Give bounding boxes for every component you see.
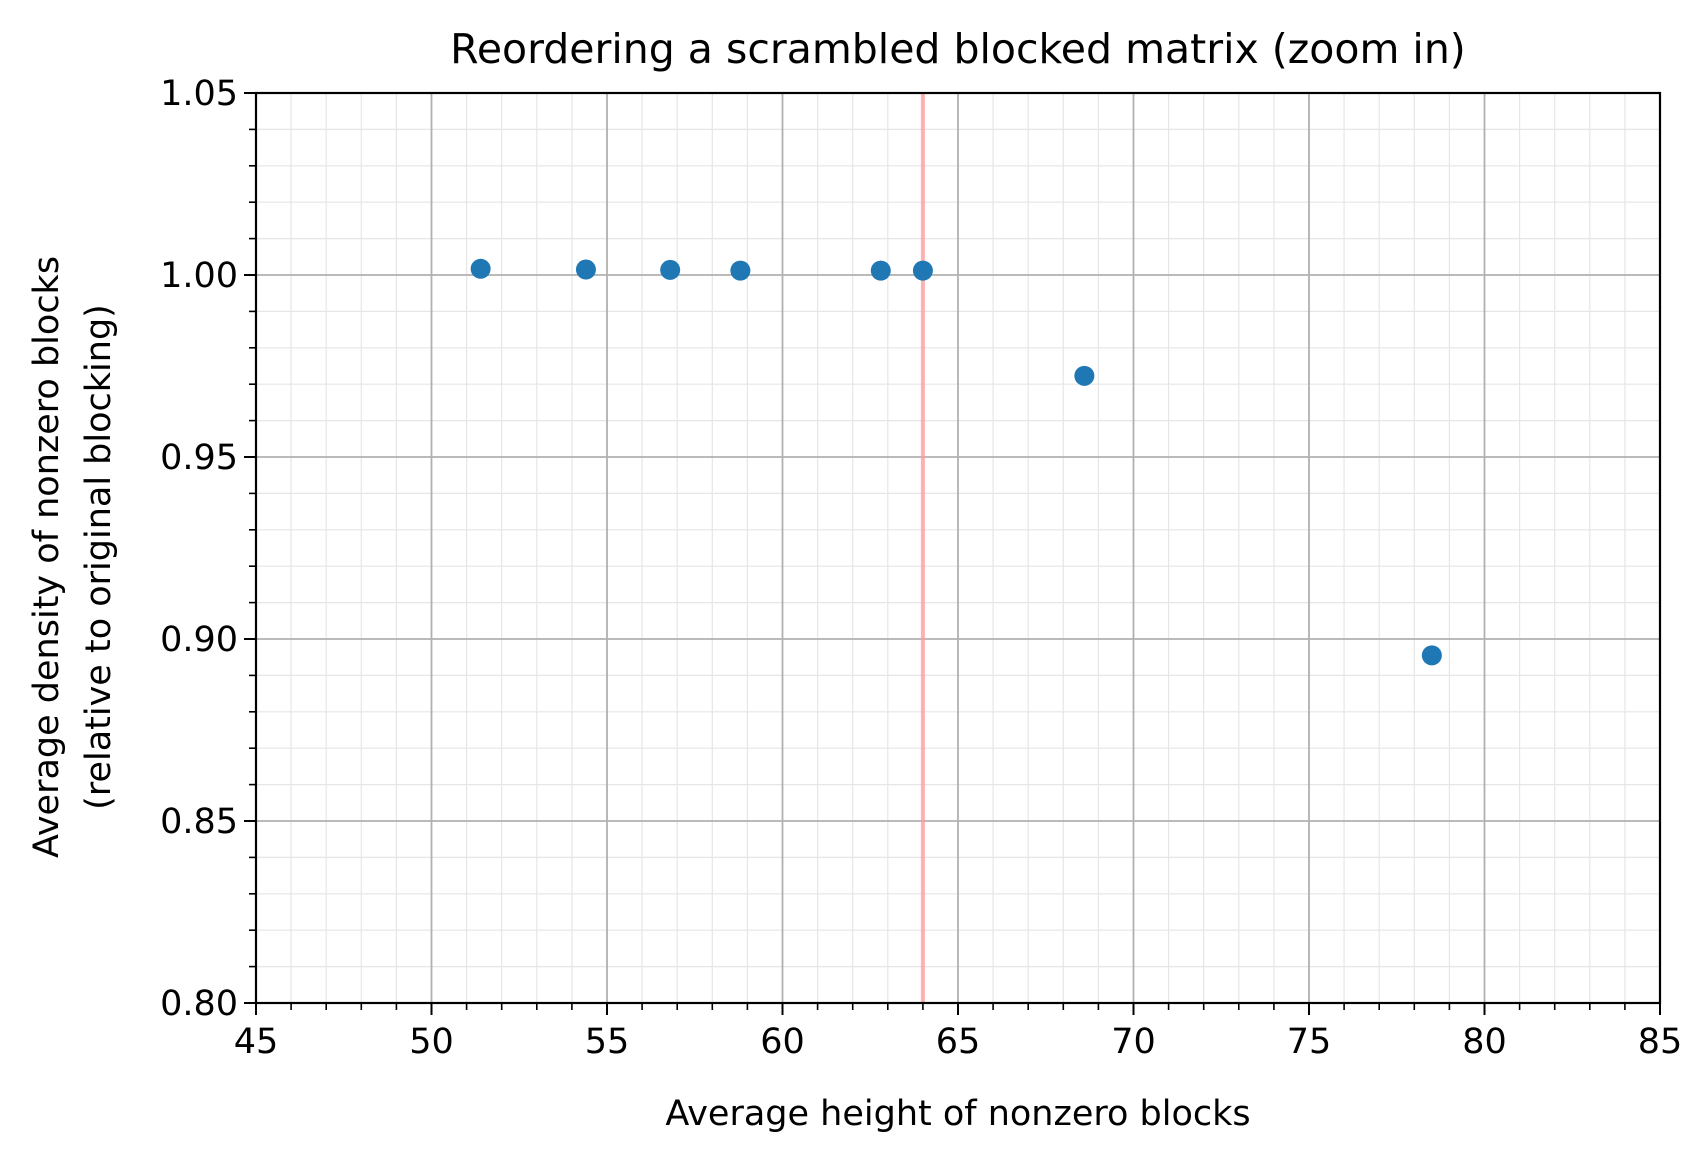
- y-tick-label: 0.85: [160, 802, 238, 842]
- x-tick-label: 80: [1462, 1022, 1507, 1062]
- y-tick-label: 0.90: [160, 620, 238, 660]
- x-tick-label: 50: [409, 1022, 454, 1062]
- x-tick-label: 55: [585, 1022, 630, 1062]
- y-tick-label: 0.95: [160, 438, 238, 478]
- y-axis-label-line2: (relative to original blocking): [79, 304, 119, 810]
- data-points: [470, 258, 1442, 666]
- data-point: [912, 260, 933, 281]
- y-tick-label: 1.05: [160, 74, 238, 114]
- data-point: [1421, 645, 1442, 666]
- data-point: [660, 259, 681, 280]
- data-point: [870, 260, 891, 281]
- x-axis-label: Average height of nonzero blocks: [665, 1094, 1250, 1134]
- x-tick-label: 70: [1111, 1022, 1156, 1062]
- data-point: [470, 258, 491, 279]
- y-tick-label: 1.00: [160, 256, 238, 296]
- x-tick-label: 75: [1287, 1022, 1332, 1062]
- x-tick-label: 45: [234, 1022, 279, 1062]
- data-point: [575, 259, 596, 280]
- data-point: [1074, 365, 1095, 386]
- data-point: [730, 260, 751, 281]
- axis-ticks: [244, 92, 1661, 1015]
- y-axis-label-line1: Average density of nonzero blocks: [27, 256, 67, 858]
- tick-labels: 45 50 55 60 65 70 75 80 85 0.80 0.85 0.90 0.95 1.00 1.…: [160, 74, 1682, 1062]
- chart-title: Reordering a scrambled blocked matrix (z…: [450, 25, 1466, 73]
- y-tick-label: 0.80: [160, 984, 238, 1024]
- x-tick-label: 65: [936, 1022, 981, 1062]
- x-tick-label: 60: [760, 1022, 805, 1062]
- x-tick-label: 85: [1638, 1022, 1683, 1062]
